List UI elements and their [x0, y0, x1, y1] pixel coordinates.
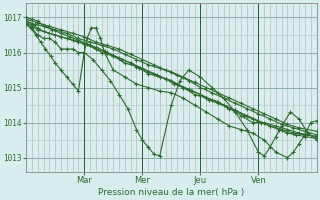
- X-axis label: Pression niveau de la mer( hPa ): Pression niveau de la mer( hPa ): [98, 188, 244, 197]
